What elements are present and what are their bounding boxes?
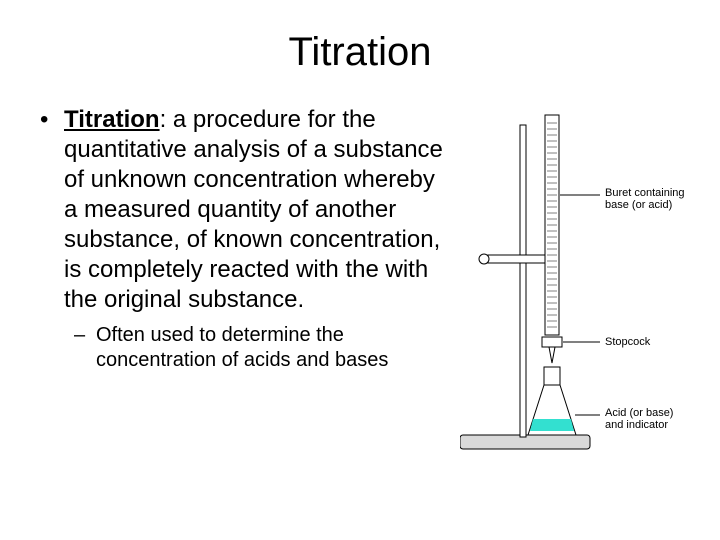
- bullet-level-2: – Often used to determine the concentrat…: [74, 323, 450, 373]
- slide-title: Titration: [40, 30, 680, 75]
- subbullet-marker: –: [74, 323, 96, 373]
- definition-term: Titration: [64, 106, 160, 133]
- bullet-level-1: • Titration: a procedure for the quantit…: [40, 105, 450, 315]
- text-column: • Titration: a procedure for the quantit…: [40, 105, 460, 373]
- label-stopcock: Stopcock: [605, 336, 650, 348]
- label-buret: Buret containing base (or acid): [605, 187, 685, 211]
- definition-text: : a procedure for the quantitative analy…: [64, 106, 443, 313]
- bullet-marker: •: [40, 105, 64, 315]
- content-row: • Titration: a procedure for the quantit…: [40, 105, 680, 465]
- titration-diagram: Buret containing base (or acid) Stopcock…: [460, 105, 690, 465]
- label-flask: Acid (or base) and indicator: [605, 407, 673, 431]
- subbullet-text: Often used to determine the concentratio…: [96, 323, 450, 373]
